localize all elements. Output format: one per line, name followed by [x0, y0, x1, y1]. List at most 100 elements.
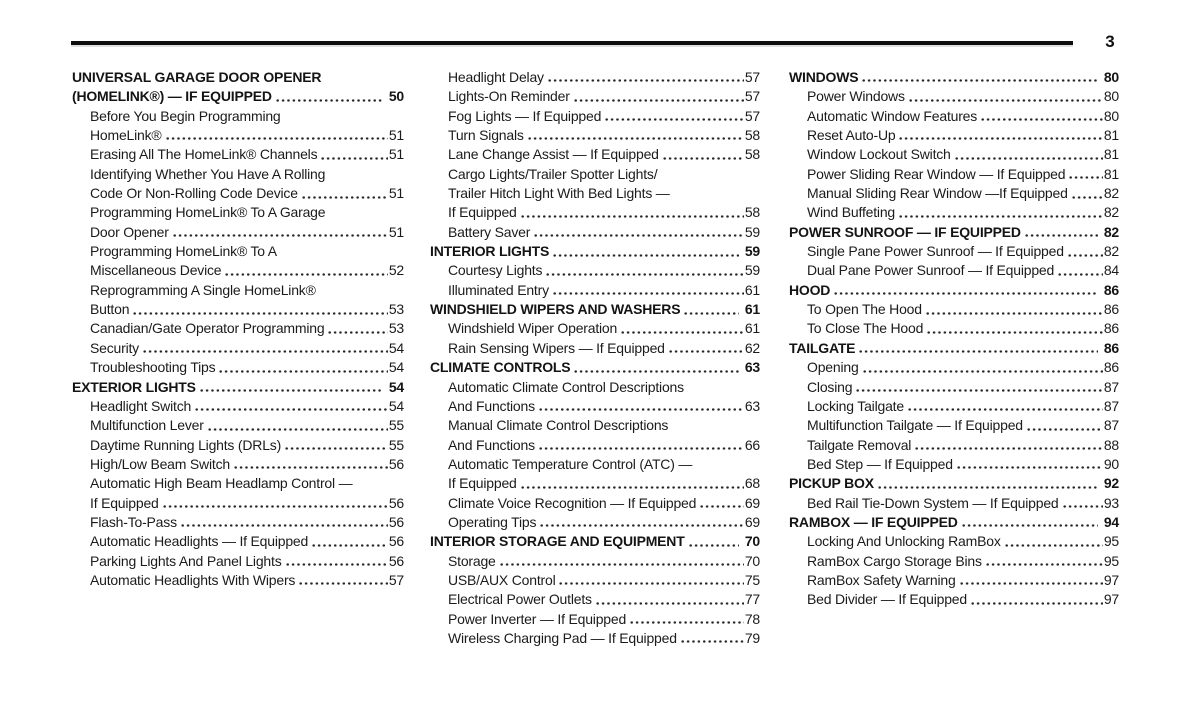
- dot-leader: [171, 222, 388, 243]
- toc-entry-text: Button: [90, 301, 130, 318]
- toc-entry-text: Wind Buffeting: [807, 204, 895, 221]
- toc-section-entry: (HOMELINK®) — IF EQUIPPED 50: [72, 87, 404, 107]
- toc-entry-text: Trailer Hitch Light With Bed Lights —: [448, 185, 670, 202]
- toc-section-entry: WINDSHIELD WIPERS AND WASHERS 61: [430, 300, 760, 320]
- toc-sub-entry: Rain Sensing Wipers — If Equipped 62: [430, 338, 760, 359]
- dot-leader: [1068, 164, 1103, 185]
- toc-entry-text: Power Windows: [807, 88, 905, 105]
- dot-leader: [1025, 416, 1103, 436]
- toc-entry-text: Locking Tailgate: [807, 397, 904, 414]
- toc-sub-entry: Lane Change Assist — If Equipped 58: [430, 145, 760, 165]
- toc-entry-text: UNIVERSAL GARAGE DOOR OPENER: [72, 69, 322, 85]
- toc-entry-text: Automatic Window Features: [807, 107, 978, 124]
- toc-sub-entry: Single Pane Power Sunroof — If Equipped 8…: [789, 242, 1119, 262]
- toc-entry-page: 69: [744, 513, 760, 530]
- toc-entry-text: Identifying Whether You Have A Rolling: [90, 165, 326, 182]
- toc-sub-entry: Battery Saver 59: [430, 222, 760, 243]
- toc-sub-entry: Trailer Hitch Light With Bed Lights —: [430, 184, 760, 203]
- toc-sub-entry: Programming HomeLink® To A: [72, 242, 404, 261]
- toc-section-entry: CLIMATE CONTROLS 63: [430, 358, 760, 378]
- toc-entry-page: 69: [744, 494, 760, 511]
- toc-entry-text: Code Or Non-Rolling Code Device: [90, 185, 298, 202]
- toc-entry-text: Tailgate Removal: [807, 436, 912, 453]
- toc-entry-text: PICKUP BOX: [789, 475, 874, 492]
- toc-entry-page: 93: [1103, 494, 1119, 511]
- toc-sub-entry: Courtesy Lights 59: [430, 261, 760, 281]
- toc-entry-page: 57: [744, 107, 760, 124]
- toc-entry-page: 86: [1103, 281, 1119, 298]
- dot-leader: [1023, 222, 1098, 243]
- toc-entry-text: To Open The Hood: [807, 301, 922, 318]
- toc-sub-entry: Programming HomeLink® To A Garage: [72, 203, 404, 222]
- toc-sub-entry: Canadian/Gate Operator Programming 53: [72, 319, 404, 339]
- dot-leader: [552, 242, 739, 262]
- toc-sub-entry: USB/AUX Control 75: [430, 570, 760, 591]
- toc-entry-text: Programming HomeLink® To A: [90, 243, 277, 260]
- toc-entry-text: WINDOWS: [789, 69, 859, 85]
- toc-sub-entry: Illuminated Entry 61: [430, 280, 760, 301]
- toc-entry-page: 68: [744, 475, 760, 492]
- dot-leader: [284, 551, 388, 571]
- dot-leader: [861, 68, 1098, 88]
- toc-sub-entry: Automatic Climate Control Descriptions: [430, 378, 760, 397]
- dot-leader: [958, 570, 1103, 591]
- toc-sub-entry: Daytime Running Lights (DRLs) 55: [72, 435, 404, 455]
- dot-leader: [232, 454, 388, 475]
- dot-leader: [960, 512, 1098, 533]
- toc-entry-text: Door Opener: [90, 223, 169, 240]
- toc-sub-entry: Reprogramming A Single HomeLink®: [72, 281, 404, 300]
- toc-sub-entry: Identifying Whether You Have A Rolling: [72, 165, 404, 184]
- toc-sub-entry: Cargo Lights/Trailer Spotter Lights/: [430, 165, 760, 184]
- dot-leader: [546, 68, 744, 88]
- toc-entry-page: 54: [388, 397, 404, 414]
- toc-entry-page: 57: [744, 88, 760, 105]
- toc-entry-text: Dual Pane Power Sunroof — If Equipped: [807, 262, 1055, 279]
- toc-entry-text: Battery Saver: [448, 223, 531, 240]
- toc-entry-page: 92: [1103, 475, 1119, 492]
- dot-leader: [907, 87, 1103, 107]
- toc-entry-text: Multifunction Lever: [90, 417, 204, 434]
- toc-sub-entry: To Open The Hood 86: [789, 300, 1119, 320]
- toc-entry-text: To Close The Hood: [807, 320, 924, 337]
- toc-entry-page: 82: [1103, 223, 1119, 240]
- toc-entry-page: 81: [1103, 127, 1119, 144]
- toc-column: UNIVERSAL GARAGE DOOR OPENER (HOMELINK®) …: [72, 68, 404, 648]
- toc-entry-text: Manual Sliding Rear Window —If Equipped: [807, 185, 1068, 202]
- toc-entry-page: 81: [1103, 165, 1119, 182]
- dot-leader: [498, 551, 744, 571]
- toc-entry-page: 57: [744, 69, 760, 85]
- toc-entry-text: Operating Tips: [448, 513, 537, 530]
- toc-entry-page: 97: [1103, 571, 1119, 588]
- toc-sub-entry: Operating Tips 69: [430, 512, 760, 533]
- toc-sub-entry: Closing 87: [789, 377, 1119, 397]
- dot-leader: [906, 396, 1103, 417]
- toc-entry-page: 63: [744, 397, 760, 414]
- dot-leader: [926, 319, 1103, 339]
- toc-sub-entry: Electrical Power Outlets 77: [430, 590, 760, 610]
- toc-section-entry: INTERIOR STORAGE AND EQUIPMENT 70: [430, 532, 760, 552]
- toc-entry-page: 56: [388, 455, 404, 472]
- toc-sub-entry: Security 54: [72, 338, 404, 359]
- toc-entry-page: 80: [1103, 107, 1119, 124]
- toc-entry-page: 70: [744, 552, 760, 569]
- dot-leader: [298, 570, 388, 591]
- toc-entry-page: 86: [1103, 320, 1119, 337]
- dot-leader: [519, 474, 744, 494]
- toc-entry-page: 97: [1103, 591, 1119, 608]
- toc-entry-page: 82: [1103, 185, 1119, 202]
- toc-entry-text: Automatic Headlights — If Equipped: [90, 533, 309, 550]
- toc-section-entry: POWER SUNROOF — IF EQUIPPED 82: [789, 222, 1119, 243]
- toc-entry-text: Headlight Switch: [90, 397, 192, 414]
- toc-entry-text: HOOD: [789, 281, 831, 298]
- toc-entry-text: Flash-To-Pass: [90, 513, 177, 530]
- toc-sub-entry: HomeLink® 51: [72, 126, 404, 146]
- toc-section-entry: TAILGATE 86: [789, 338, 1119, 359]
- toc-entry-page: 56: [388, 494, 404, 511]
- dot-leader: [980, 106, 1103, 127]
- dot-leader: [876, 474, 1098, 494]
- toc-entry-text: Illuminated Entry: [448, 281, 549, 298]
- toc-entry-text: High/Low Beam Switch: [90, 455, 230, 472]
- toc-entry-page: 54: [388, 359, 404, 376]
- toc-entry-page: 94: [1103, 513, 1119, 530]
- toc-entry-text: Multifunction Tailgate — If Equipped: [807, 417, 1023, 434]
